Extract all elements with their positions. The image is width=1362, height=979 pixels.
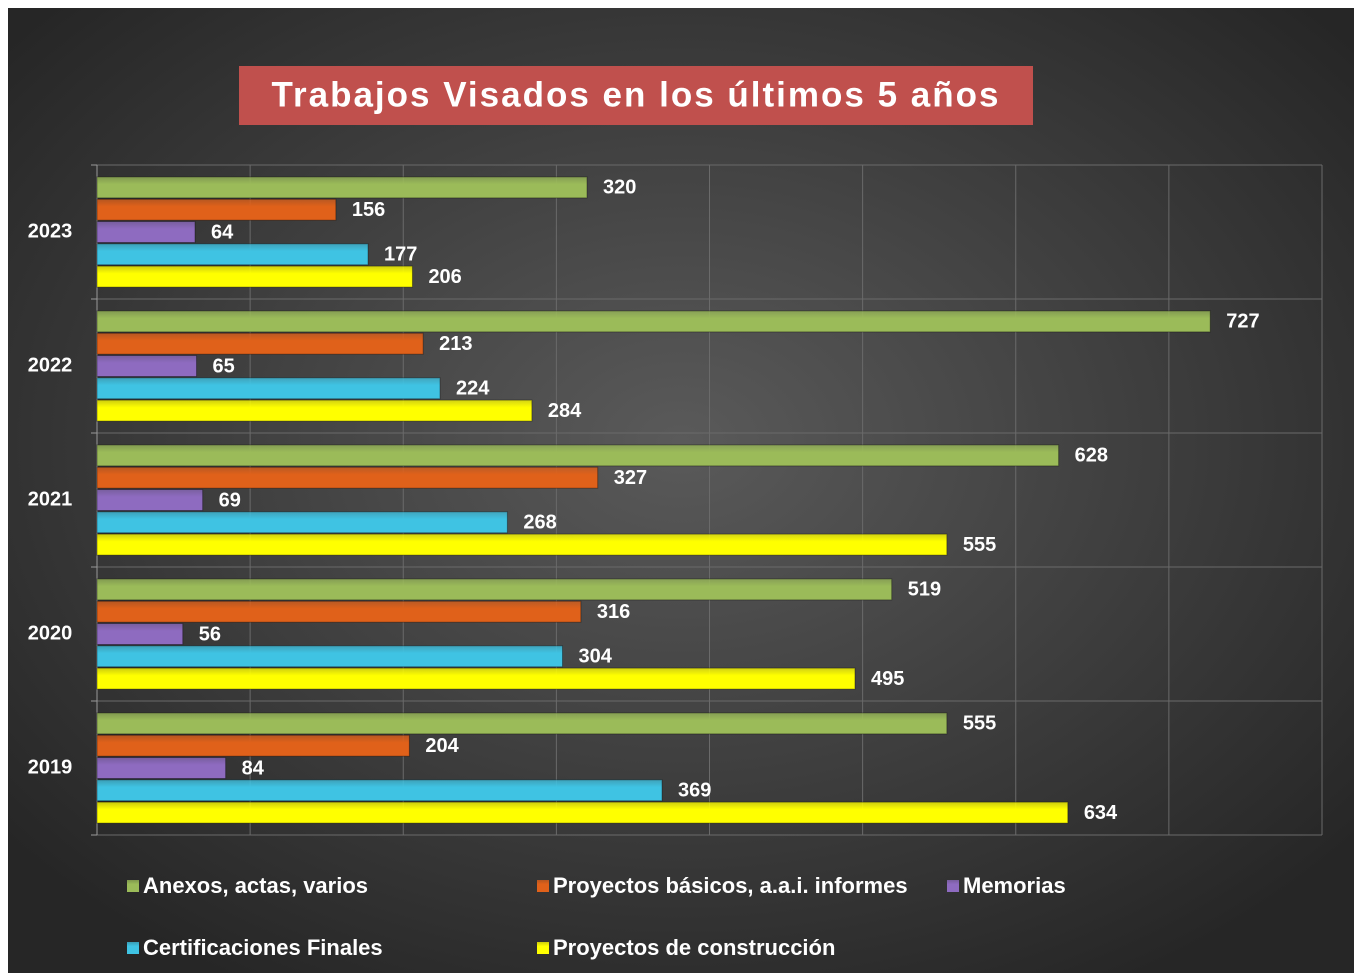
data-label: 327 (614, 467, 647, 489)
data-label: 320 (603, 177, 636, 199)
data-label: 206 (428, 266, 461, 288)
data-label: 495 (871, 668, 904, 690)
title-box (239, 66, 1033, 125)
bar (96, 779, 663, 802)
data-label: 204 (425, 735, 459, 757)
bar (96, 645, 563, 668)
data-label: 69 (219, 489, 241, 511)
chart-title: Trabajos Visados en los últimos 5 años (272, 75, 1001, 114)
chart-background (8, 8, 1354, 973)
bar (96, 667, 856, 690)
y-tick-label: 2019 (28, 756, 73, 778)
bar (96, 734, 410, 757)
bar (96, 243, 369, 266)
bar (96, 600, 582, 623)
bar (96, 332, 424, 355)
data-label: 268 (523, 512, 556, 534)
data-label: 213 (439, 333, 472, 355)
legend-label: Memorias (963, 873, 1066, 898)
legend-label: Anexos, actas, varios (143, 873, 368, 898)
data-label: 634 (1084, 802, 1118, 824)
data-label: 224 (456, 378, 490, 400)
bar (96, 399, 533, 422)
bar (96, 221, 196, 243)
bar (96, 801, 1069, 824)
data-label: 519 (908, 579, 941, 601)
data-label: 555 (963, 713, 996, 735)
bar (96, 511, 508, 534)
bar (96, 310, 1211, 333)
data-label: 369 (678, 780, 711, 802)
data-label: 628 (1075, 445, 1108, 467)
data-label: 304 (579, 646, 613, 668)
y-tick-label: 2023 (28, 220, 73, 242)
bar (96, 265, 413, 288)
data-label: 64 (211, 221, 234, 243)
bar (96, 623, 184, 645)
y-tick-label: 2021 (28, 488, 73, 510)
data-label: 555 (963, 534, 996, 556)
data-label: 316 (597, 601, 630, 623)
data-label: 727 (1226, 311, 1259, 333)
bar (96, 355, 198, 377)
legend-marker (537, 880, 549, 892)
y-tick-label: 2022 (28, 354, 73, 376)
data-label: 156 (352, 199, 385, 221)
bar (96, 377, 441, 400)
y-tick-label: 2020 (28, 622, 73, 644)
bar (96, 176, 588, 199)
data-label: 177 (384, 244, 417, 266)
bar (96, 712, 948, 735)
bar (96, 757, 227, 779)
data-label: 284 (548, 400, 582, 422)
legend-marker (947, 880, 959, 892)
legend-label: Proyectos de construcción (553, 935, 835, 960)
bar (96, 466, 599, 489)
bar (96, 198, 337, 221)
legend-label: Proyectos básicos, a.a.i. informes (553, 873, 908, 898)
legend-marker (537, 942, 549, 954)
data-label: 65 (213, 355, 235, 377)
legend-marker (127, 942, 139, 954)
data-label: 84 (242, 757, 265, 779)
bar (96, 444, 1060, 467)
legend-marker (127, 880, 139, 892)
bar (96, 489, 204, 511)
bar (96, 533, 948, 556)
bar (96, 578, 893, 601)
legend-label: Certificaciones Finales (143, 935, 383, 960)
data-label: 56 (199, 623, 221, 645)
